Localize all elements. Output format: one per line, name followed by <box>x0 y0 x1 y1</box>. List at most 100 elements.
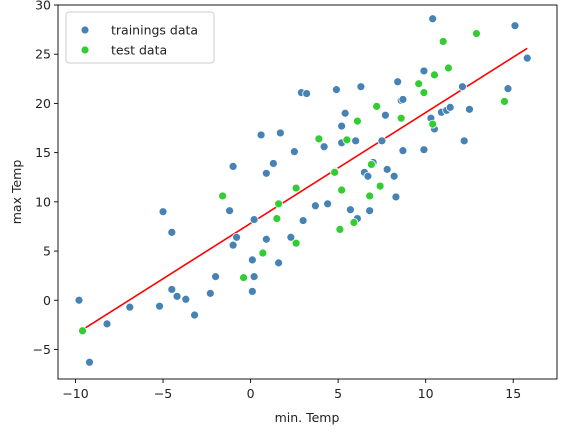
train-point-50 <box>382 164 392 174</box>
test-point-20 <box>414 79 424 89</box>
test-point-24 <box>438 37 448 46</box>
train-point-10 <box>190 310 199 320</box>
train-point-46 <box>365 206 375 216</box>
train-point-30 <box>298 216 308 225</box>
train-point-24 <box>268 159 278 168</box>
train-point-16 <box>232 232 241 242</box>
train-point-20 <box>249 272 259 282</box>
train-point-6 <box>167 227 177 237</box>
train-point-15 <box>228 162 238 171</box>
train-point-68 <box>503 84 513 94</box>
train-point-55 <box>398 95 408 104</box>
regression-line <box>80 47 528 332</box>
legend: trainings data test data <box>65 11 215 64</box>
y-tick-label-7: 30 <box>35 0 51 13</box>
train-point-66 <box>459 136 469 146</box>
test-point-19 <box>396 113 406 123</box>
train-point-31 <box>302 89 312 98</box>
train-point-11 <box>205 288 215 298</box>
train-point-4 <box>155 301 164 311</box>
x-tick-label-0: −10 <box>62 386 88 401</box>
plot-area <box>57 4 558 380</box>
train-point-67 <box>465 104 474 114</box>
test-point-11 <box>337 185 347 195</box>
train-point-7 <box>167 285 177 294</box>
train-point-37 <box>337 121 347 131</box>
train-point-8 <box>172 291 182 301</box>
train-point-18 <box>247 287 257 296</box>
test-point-12 <box>342 135 352 145</box>
train-point-21 <box>256 130 266 140</box>
x-tick-label-3: 5 <box>334 386 342 401</box>
train-point-3 <box>125 302 135 312</box>
test-point-1 <box>218 191 227 201</box>
train-point-45 <box>363 171 373 181</box>
train-point-28 <box>289 147 299 157</box>
test-point-2 <box>239 273 248 283</box>
train-point-27 <box>286 232 296 242</box>
test-point-14 <box>352 116 362 126</box>
test-point-26 <box>472 29 481 38</box>
train-point-57 <box>419 66 429 76</box>
train-point-9 <box>181 294 191 304</box>
x-tick-label-1: −5 <box>154 386 172 401</box>
y-tick-label-1: 0 <box>43 293 51 308</box>
x-tick-label-5: 15 <box>505 386 521 401</box>
train-point-26 <box>275 128 285 138</box>
train-point-60 <box>428 14 438 24</box>
train-point-70 <box>522 53 532 63</box>
y-tick-label-2: 5 <box>43 244 51 259</box>
test-point-8 <box>314 134 324 144</box>
train-point-48 <box>377 136 387 146</box>
train-point-33 <box>319 142 329 152</box>
train-point-0 <box>74 295 84 305</box>
train-point-34 <box>323 199 333 209</box>
train-point-64 <box>445 102 455 112</box>
train-point-19 <box>249 215 259 224</box>
train-point-32 <box>310 201 320 211</box>
test-point-18 <box>375 181 385 191</box>
fit-line-layer <box>80 47 528 332</box>
train-point-53 <box>393 77 403 87</box>
test-point-17 <box>372 101 382 111</box>
train-point-69 <box>510 21 520 31</box>
test-point-5 <box>274 199 284 209</box>
train-point-2 <box>102 319 112 329</box>
train-point-22 <box>261 234 271 244</box>
y-tick-label-5: 20 <box>35 96 51 111</box>
test-point-0 <box>78 326 87 336</box>
train-point-14 <box>228 240 238 250</box>
test-point-27 <box>500 97 509 106</box>
train-point-65 <box>458 82 467 92</box>
train-point-13 <box>225 206 234 216</box>
train-point-12 <box>211 272 220 282</box>
train-point-40 <box>345 205 355 215</box>
test-point-25 <box>444 63 453 73</box>
test-point-7 <box>291 183 301 193</box>
test-point-4 <box>272 214 282 223</box>
test-point-3 <box>258 248 268 258</box>
test-point-16 <box>367 160 376 169</box>
train-point-49 <box>381 110 390 120</box>
train-point-23 <box>261 168 271 178</box>
x-tick-label-2: 0 <box>247 386 255 401</box>
y-tick-label-3: 10 <box>35 194 51 209</box>
test-point-22 <box>428 119 438 129</box>
ticks-layer: −10 −5 0 5 10 15 −5 0 5 10 15 20 25 30 <box>33 0 522 401</box>
points-layer <box>74 14 532 367</box>
train-point-39 <box>340 108 350 118</box>
train-point-17 <box>247 255 257 265</box>
test-point-6 <box>291 238 301 248</box>
test-point-21 <box>419 88 429 97</box>
test-point-9 <box>330 167 340 177</box>
test-point-23 <box>430 70 439 80</box>
legend-box <box>65 11 215 64</box>
train-point-36 <box>331 85 341 95</box>
test-point-13 <box>349 218 359 227</box>
train-point-5 <box>158 207 168 217</box>
y-axis-label: max Temp <box>9 160 24 225</box>
legend-marker-train <box>80 25 90 35</box>
train-point-41 <box>351 136 361 146</box>
